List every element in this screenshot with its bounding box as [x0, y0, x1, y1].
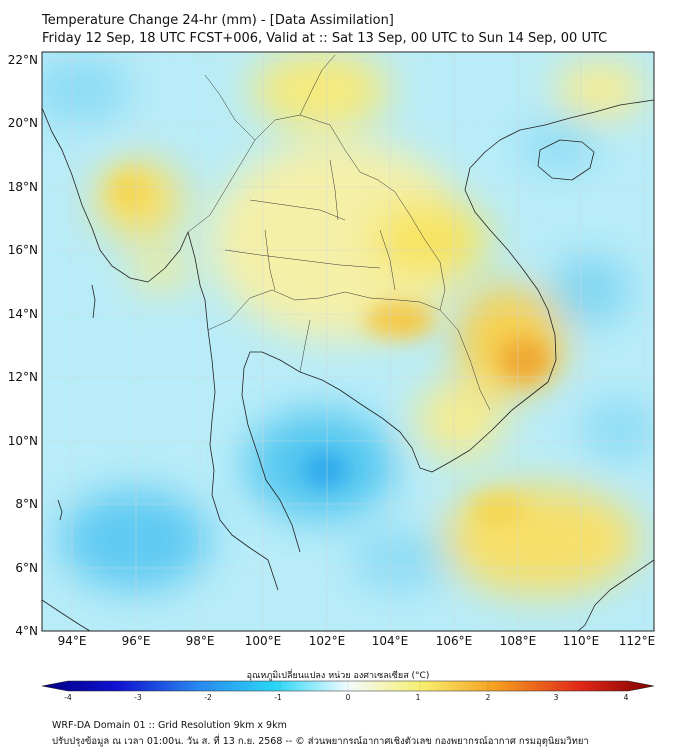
lat-label: 10°N	[8, 434, 38, 448]
map-title: Temperature Change 24-hr (mm) - [Data As…	[42, 13, 394, 28]
province-borders	[187, 54, 491, 411]
lon-label: 108°E	[500, 634, 537, 648]
map-subtitle: Friday 12 Sep, 18 UTC FCST+006, Valid at…	[42, 31, 608, 46]
colorbar-tick: 2	[486, 693, 491, 702]
map-frame	[41, 51, 655, 632]
lon-label: 110°E	[563, 634, 600, 648]
lat-label: 16°N	[8, 243, 38, 257]
lat-label: 8°N	[15, 497, 38, 511]
lon-label: 96°E	[122, 634, 151, 648]
gridlines	[42, 52, 654, 631]
lon-label: 104°E	[372, 634, 409, 648]
lon-label: 100°E	[245, 634, 282, 648]
lon-label: 112°E	[619, 634, 656, 648]
colorbar-tick: -3	[134, 693, 142, 702]
lon-label: 98°E	[186, 634, 215, 648]
lat-label: 22°N	[8, 53, 38, 67]
lat-label: 18°N	[8, 180, 38, 194]
colorbar-tick: -4	[64, 693, 72, 702]
colorbar-tick: -1	[274, 693, 282, 702]
lat-label: 20°N	[8, 116, 38, 130]
lon-label: 102°E	[309, 634, 346, 648]
lon-label: 106°E	[436, 634, 473, 648]
lat-label: 4°N	[15, 624, 38, 638]
colorbar-gradient	[41, 680, 655, 692]
colorbar: -4 -3 -2 -1 0 1 2 3 4	[41, 680, 655, 702]
temperature-field	[42, 52, 654, 631]
lat-label: 6°N	[15, 561, 38, 575]
colorbar-tick: 1	[416, 693, 421, 702]
footer-model-info: WRF-DA Domain 01 :: Grid Resolution 9km …	[52, 720, 287, 731]
colorbar-tick: 4	[624, 693, 629, 702]
colorbar-tick: 3	[554, 693, 559, 702]
coastlines	[42, 99, 654, 631]
colorbar-tick: -2	[204, 693, 212, 702]
lat-label: 12°N	[8, 370, 38, 384]
colorbar-title: อุณหภูมิเปลี่ยนแปลง หน่วย องศาเซลเซียส (…	[246, 671, 430, 681]
footer-credit: ปรับปรุงข้อมูล ณ เวลา 01:00น. วัน ส. ที่…	[52, 736, 589, 747]
lon-label: 94°E	[58, 634, 87, 648]
colorbar-tick: 0	[346, 693, 351, 702]
lat-label: 14°N	[8, 307, 38, 321]
